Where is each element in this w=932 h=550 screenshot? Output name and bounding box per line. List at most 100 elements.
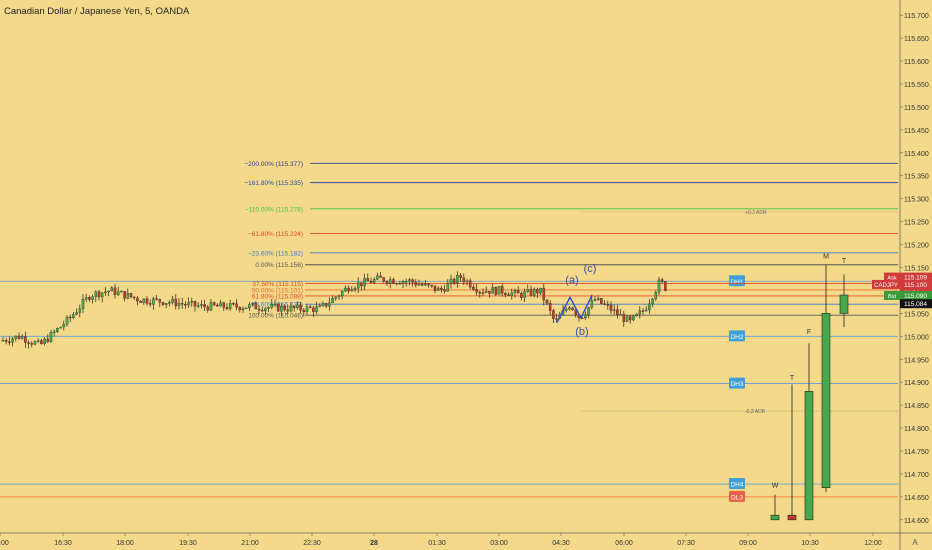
- candle-body: [632, 315, 635, 321]
- candle-body: [388, 279, 392, 284]
- bid-label: Bid: [888, 294, 896, 300]
- candle-body: [590, 300, 594, 308]
- candle-body: [152, 298, 155, 305]
- x-tick-label: 06:00: [615, 540, 633, 547]
- candle-body: [136, 297, 139, 302]
- candle-body: [91, 296, 94, 300]
- y-tick-label: 115.500: [904, 105, 929, 112]
- candle-body: [216, 304, 219, 307]
- candle-body: [350, 289, 354, 292]
- candle-body: [20, 336, 24, 339]
- level-tag-bg: [729, 490, 745, 502]
- level-tag: DH1: [730, 279, 743, 286]
- candle-body: [264, 308, 267, 312]
- candle-body: [296, 304, 299, 308]
- candle-body: [408, 279, 411, 282]
- candle-body: [56, 328, 59, 332]
- x-tick-label: 04:30: [552, 540, 570, 547]
- candle-body: [456, 274, 459, 284]
- x-tick-label: 03:00: [490, 540, 508, 547]
- candle-body: [574, 309, 578, 316]
- candle-body: [8, 341, 11, 343]
- adr-label: +0.3 ADR: [745, 210, 767, 216]
- fib-label: −61.80% (115.224): [248, 231, 303, 238]
- candle-body: [449, 278, 453, 284]
- candle-body: [260, 309, 264, 312]
- candle-body: [401, 281, 405, 284]
- candle-body: [660, 279, 664, 282]
- candle-body: [494, 287, 498, 295]
- candle-body: [212, 302, 216, 306]
- candle-body: [254, 303, 258, 310]
- candles: [1, 271, 667, 349]
- candle-body: [104, 291, 107, 294]
- candle-body: [472, 286, 475, 290]
- candle-body: [529, 289, 533, 296]
- candle-body: [305, 306, 309, 313]
- candle-body: [155, 298, 158, 300]
- candle-body: [628, 316, 632, 321]
- candle-body: [36, 340, 40, 342]
- candle-body: [200, 304, 203, 306]
- candle-body: [340, 291, 344, 296]
- candle-body: [481, 292, 485, 294]
- candle-body: [443, 289, 446, 292]
- candle-body: [270, 304, 274, 308]
- y-tick-label: 114.900: [904, 380, 929, 387]
- level-tag: DH2: [730, 334, 743, 341]
- candle-body: [27, 342, 30, 344]
- candle-body: [369, 281, 373, 283]
- candle-body: [302, 309, 306, 313]
- candle-body: [587, 307, 590, 315]
- y-tick-label: 114.700: [904, 472, 929, 479]
- candle-body: [84, 297, 88, 300]
- candle-body: [564, 308, 568, 311]
- candle-body: [24, 336, 27, 343]
- candle-body: [251, 303, 254, 305]
- candle-body: [312, 307, 315, 312]
- candle-body: [507, 294, 510, 296]
- candle-body: [513, 290, 517, 293]
- x-tick-label: 15:00: [0, 540, 9, 547]
- x-tick-label: 28: [370, 540, 378, 547]
- candle-body: [273, 303, 277, 306]
- ask-price-bg: [900, 272, 932, 282]
- candle-body: [219, 302, 222, 307]
- candle-body: [392, 279, 395, 284]
- x-tick-label: 16:30: [54, 540, 72, 547]
- auto-scale-button[interactable]: A: [912, 538, 918, 547]
- candle-body: [276, 303, 280, 312]
- candle-body: [462, 277, 466, 283]
- candle-body: [328, 302, 331, 307]
- candle-body: [417, 284, 421, 286]
- y-tick-label: 114.950: [904, 357, 929, 364]
- candle-body: [203, 304, 206, 308]
- candle-body: [337, 295, 341, 298]
- candle-body: [648, 303, 651, 311]
- candle-body: [94, 291, 98, 297]
- y-tick-label: 114.600: [904, 518, 929, 525]
- candle-body: [619, 314, 622, 316]
- candle-body: [209, 302, 213, 311]
- candle-body: [88, 297, 91, 300]
- candle-body: [436, 287, 440, 291]
- session-candles: [770, 264, 849, 521]
- candle-body: [420, 284, 424, 286]
- x-tick-label: 18:00: [116, 540, 134, 547]
- y-tick-label: 115.200: [904, 243, 929, 250]
- candle-body: [123, 291, 126, 299]
- candle-body: [616, 309, 619, 315]
- y-tick-label: 114.650: [904, 495, 929, 502]
- candle-body: [344, 287, 347, 292]
- candle-body: [40, 340, 43, 344]
- candle-body: [126, 293, 130, 299]
- session-candle-body: [804, 391, 814, 521]
- y-tick-label: 115.600: [904, 59, 929, 66]
- candle-body: [465, 280, 469, 283]
- level-tag-bg: [729, 330, 745, 342]
- candle-body: [596, 298, 600, 300]
- candle-body: [161, 302, 165, 305]
- candle-body: [542, 287, 546, 301]
- candle-body: [292, 305, 296, 308]
